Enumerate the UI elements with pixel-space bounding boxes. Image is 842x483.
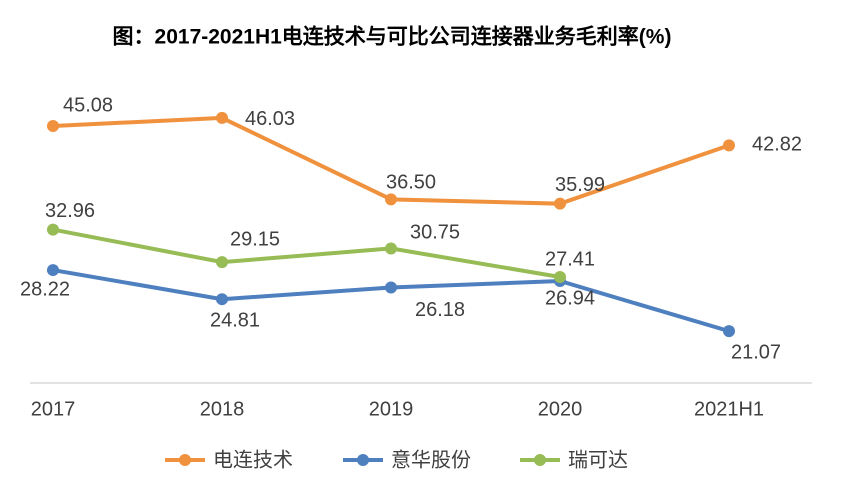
x-tick-label: 2019 — [369, 398, 414, 420]
legend-label: 意华股份 — [391, 448, 471, 471]
point — [385, 193, 397, 206]
line — [52, 227, 561, 279]
point — [216, 293, 228, 306]
point — [723, 139, 735, 152]
point — [723, 325, 735, 338]
data-label: 36.50 — [386, 172, 436, 194]
point — [554, 197, 566, 210]
x-tick-label: 2020 — [538, 398, 583, 420]
legend-marker — [357, 454, 369, 466]
data-label: 30.75 — [410, 222, 460, 244]
point — [385, 281, 397, 294]
data-label: 27.41 — [545, 248, 595, 270]
chart-title: 图：2017-2021H1电连技术与可比公司连接器业务毛利率(%) — [113, 25, 672, 49]
point — [554, 270, 566, 283]
x-tick-label: 2017 — [31, 398, 76, 420]
line — [52, 268, 730, 334]
x-tick-label: 2021H1 — [694, 398, 764, 420]
point — [47, 264, 59, 277]
data-label: 46.03 — [245, 108, 295, 130]
x-tick-label: 2018 — [200, 398, 245, 420]
point — [216, 256, 228, 269]
legend-marker — [179, 454, 191, 466]
point — [385, 242, 397, 255]
data-label: 32.96 — [45, 200, 95, 222]
point — [47, 223, 59, 236]
data-label: 45.08 — [63, 94, 113, 116]
data-label: 24.81 — [210, 309, 260, 331]
data-label: 28.22 — [20, 278, 70, 300]
legend-marker — [534, 454, 546, 466]
legend-label: 电连技术 — [213, 448, 293, 471]
data-label: 35.99 — [555, 174, 605, 196]
data-label: 42.82 — [752, 134, 802, 156]
data-label: 21.07 — [731, 341, 781, 363]
data-label: 26.18 — [415, 299, 465, 321]
point — [47, 120, 59, 133]
point — [216, 111, 228, 124]
data-label: 29.15 — [230, 228, 280, 250]
legend-label: 瑞可达 — [568, 448, 628, 471]
data-label: 26.94 — [545, 287, 595, 309]
